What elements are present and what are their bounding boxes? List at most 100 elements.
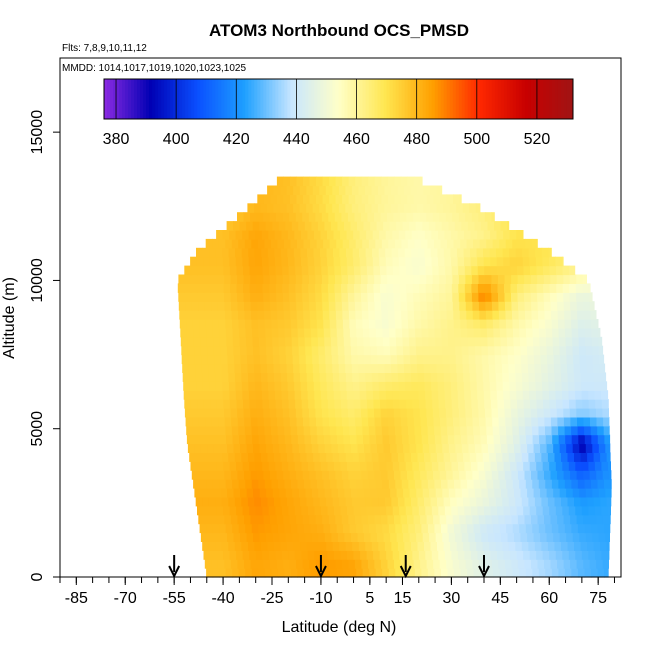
colorbar-segment bbox=[356, 79, 361, 119]
heatmap-cell bbox=[276, 470, 284, 480]
heatmap-cell bbox=[208, 363, 216, 373]
colorbar-segment bbox=[539, 79, 544, 119]
heatmap-cell bbox=[495, 372, 503, 382]
heatmap-cell bbox=[400, 194, 408, 204]
heatmap-cell bbox=[276, 292, 284, 302]
heatmap-cell bbox=[240, 354, 248, 365]
heatmap-cell bbox=[576, 408, 584, 418]
x-tick-label: 75 bbox=[589, 590, 607, 607]
heatmap-cell bbox=[396, 532, 404, 542]
heatmap-cell bbox=[345, 203, 353, 213]
heatmap-cell bbox=[211, 408, 219, 418]
heatmap-cell bbox=[436, 185, 443, 195]
heatmap-cell bbox=[433, 416, 441, 427]
heatmap-cell bbox=[424, 247, 432, 258]
heatmap-cell bbox=[321, 274, 329, 284]
heatmap-cell bbox=[476, 372, 484, 382]
heatmap-cell bbox=[264, 319, 272, 329]
heatmap-cell bbox=[442, 488, 450, 498]
colorbar-segment bbox=[485, 79, 490, 119]
heatmap-cell bbox=[575, 461, 583, 471]
heatmap-cell bbox=[417, 541, 425, 551]
heatmap-cell bbox=[570, 301, 578, 311]
heatmap-cell bbox=[424, 496, 432, 507]
heatmap-cell bbox=[219, 336, 227, 347]
heatmap-cell bbox=[487, 532, 495, 542]
heatmap-cell bbox=[505, 310, 513, 320]
heatmap-cell bbox=[256, 292, 264, 302]
heatmap-cell bbox=[316, 176, 324, 187]
heatmap-cell bbox=[429, 443, 437, 453]
heatmap-cell bbox=[350, 345, 358, 356]
heatmap-cell bbox=[336, 319, 344, 329]
heatmap-cell bbox=[215, 496, 223, 507]
heatmap-cell bbox=[561, 372, 569, 382]
heatmap-cell bbox=[328, 514, 336, 525]
heatmap-cell bbox=[542, 381, 550, 391]
heatmap-cell bbox=[397, 541, 405, 551]
heatmap-cell bbox=[245, 523, 253, 534]
heatmap-cell bbox=[229, 461, 237, 471]
heatmap-cell bbox=[351, 185, 359, 195]
heatmap-cell bbox=[451, 230, 459, 240]
heatmap-cell bbox=[385, 230, 393, 240]
heatmap-cell bbox=[464, 265, 472, 276]
heatmap-cell bbox=[202, 372, 210, 382]
heatmap-cell bbox=[498, 301, 506, 311]
heatmap-cell bbox=[569, 274, 577, 284]
heatmap-cell bbox=[297, 425, 305, 436]
colorbar-segment bbox=[452, 79, 457, 119]
heatmap-cell bbox=[400, 274, 408, 284]
heatmap-cell bbox=[498, 408, 506, 418]
heatmap-cell bbox=[355, 425, 363, 436]
heatmap-cell bbox=[427, 310, 435, 320]
heatmap-cell bbox=[464, 505, 472, 516]
heatmap-cell bbox=[384, 363, 392, 373]
heatmap-cell bbox=[571, 434, 579, 445]
heatmap-cell bbox=[421, 568, 429, 578]
heatmap-cell bbox=[447, 523, 455, 534]
heatmap-cell bbox=[358, 541, 366, 551]
heatmap-cell bbox=[350, 488, 358, 498]
heatmap-cell bbox=[254, 372, 262, 382]
colorbar-segment bbox=[275, 79, 279, 119]
heatmap-cell bbox=[391, 496, 399, 507]
heatmap-cell bbox=[269, 399, 277, 409]
heatmap-cell bbox=[187, 345, 195, 356]
heatmap-cell bbox=[602, 470, 610, 480]
heatmap-cell bbox=[203, 390, 211, 400]
colorbar-segment bbox=[251, 79, 255, 119]
heatmap-cell bbox=[384, 496, 392, 507]
colorbar-segment bbox=[545, 79, 550, 119]
heatmap-cell bbox=[199, 523, 207, 534]
heatmap-cell bbox=[292, 443, 300, 453]
heatmap-cell bbox=[335, 408, 343, 418]
colorbar-segment bbox=[389, 79, 394, 119]
heatmap-cell bbox=[437, 381, 445, 391]
heatmap-cell bbox=[597, 479, 605, 489]
heatmap-cell bbox=[600, 541, 608, 551]
colorbar-segment bbox=[515, 79, 520, 119]
heatmap-cell bbox=[217, 292, 225, 302]
heatmap-cell bbox=[424, 452, 432, 462]
heatmap-cell bbox=[540, 443, 548, 453]
heatmap-cell bbox=[405, 550, 413, 560]
colorbar-segment bbox=[230, 79, 234, 119]
heatmap-cell bbox=[297, 479, 305, 489]
heatmap-cell bbox=[304, 336, 312, 347]
heatmap-cell bbox=[219, 523, 227, 534]
colorbar-segment bbox=[422, 79, 427, 119]
heatmap-cell bbox=[269, 408, 277, 418]
colorbar-segment bbox=[119, 79, 123, 119]
heatmap-cell bbox=[379, 230, 387, 240]
heatmap-cell bbox=[213, 434, 221, 445]
heatmap-cell bbox=[411, 247, 419, 258]
heatmap-cell bbox=[318, 532, 326, 542]
heatmap-cell bbox=[302, 274, 310, 284]
heatmap-cell bbox=[195, 363, 203, 373]
heatmap-cell bbox=[532, 319, 540, 329]
heatmap-cell bbox=[484, 399, 492, 409]
heatmap-cell bbox=[288, 256, 296, 267]
heatmap-cell bbox=[304, 568, 312, 578]
heatmap-cell bbox=[414, 238, 422, 249]
